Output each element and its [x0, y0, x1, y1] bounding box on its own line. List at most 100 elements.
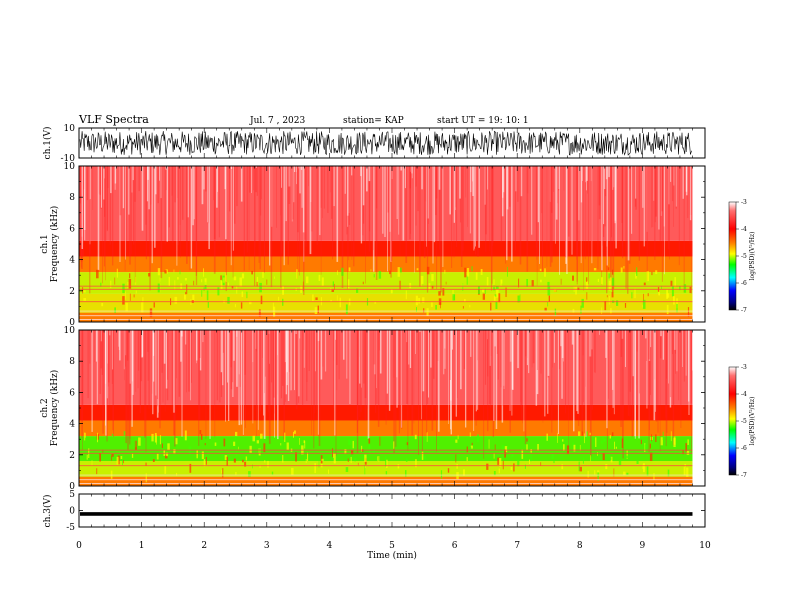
spectrogram-fleck	[614, 441, 615, 450]
spectrogram-streak	[106, 166, 108, 232]
spectrogram-streak	[255, 166, 257, 193]
spectrogram-fleck	[306, 276, 309, 284]
spectrogram-streak	[353, 166, 355, 267]
spectrogram-streak	[419, 166, 421, 287]
spectrogram-streak	[477, 166, 479, 257]
spectrogram-streak	[124, 166, 126, 271]
spectrogram-fleck	[582, 457, 584, 464]
spectrogram-streak	[437, 330, 440, 432]
spectrogram-streak	[131, 330, 133, 427]
spectrogram-streak	[561, 330, 563, 399]
spectrogram-streak	[531, 166, 533, 235]
spectrogram-streak	[299, 330, 301, 339]
spectrogram-streak	[145, 330, 147, 452]
spectrogram-streak	[692, 330, 694, 371]
spectrogram-streak	[511, 330, 513, 390]
spectrogram-streak	[612, 166, 614, 190]
spectrogram-streak	[159, 166, 160, 181]
spectrogram-fleck	[135, 277, 137, 285]
spectrogram-streak	[106, 330, 108, 399]
spectrogram-streak	[485, 166, 487, 252]
spectrogram-streak	[264, 166, 265, 273]
spectrogram-streak	[140, 330, 141, 410]
spectrogram-fleck	[133, 294, 135, 298]
spectrogram-streak	[81, 330, 83, 438]
spectrogram-streak	[127, 330, 129, 450]
spectrogram-fleck	[529, 459, 530, 464]
spectrogram-streak	[636, 330, 638, 412]
spectrogram-streak	[165, 330, 168, 389]
spectrogram-streak	[320, 166, 322, 208]
header-start-ut: start UT = 19: 10: 1	[437, 116, 529, 126]
spectrogram-streak	[577, 330, 579, 414]
spectrogram-streak	[314, 330, 316, 414]
spectrogram-fleck	[135, 290, 137, 294]
spectrogram-fleck	[488, 439, 490, 449]
spectrogram-streak	[346, 330, 348, 379]
spectrogram-fleck	[337, 270, 338, 276]
spectrogram-fleck	[249, 445, 252, 453]
spectrogram-streak	[621, 330, 624, 339]
spectrogram-fleck	[635, 273, 637, 279]
spectrogram-fleck	[502, 460, 504, 470]
spectrogram-streak	[171, 330, 173, 406]
spectrogram-streak	[230, 330, 232, 368]
spectrogram-streak	[491, 166, 493, 284]
spectrogram-streak	[160, 166, 163, 279]
spectrogram-streak	[209, 330, 211, 439]
spectrogram-streak	[521, 330, 522, 420]
spectrogram-streak	[125, 330, 126, 367]
spectrogram-streak	[675, 166, 677, 209]
spectrogram-streak	[489, 330, 492, 408]
spectrogram-streak	[264, 330, 266, 377]
spectrogram-fleck	[167, 443, 170, 451]
spectrogram-fleck	[165, 452, 169, 457]
spectrogram-streak	[627, 330, 630, 416]
spectrogram-fleck	[347, 458, 349, 462]
spectrogram-fleck	[438, 291, 441, 296]
figure-title: VLF Spectra	[78, 113, 149, 126]
spectrogram-fleck	[174, 280, 176, 291]
spectrogram-streak	[451, 330, 453, 350]
spectrogram-streak	[606, 166, 608, 266]
spectrogram-streak	[691, 330, 692, 454]
spectrogram-streak	[155, 330, 157, 396]
spectrogram-streak	[646, 330, 647, 361]
spectrogram-streak	[477, 330, 478, 361]
spectrogram-fleck	[601, 277, 603, 285]
spectrogram-fleck	[642, 464, 644, 470]
spectrogram-streak	[105, 166, 107, 242]
spectrogram-streak	[599, 330, 600, 335]
spectrogram-streak	[240, 166, 243, 202]
spectrogram-streak	[280, 330, 283, 399]
spectrogram-streak	[489, 330, 491, 404]
spectrogram-streak	[622, 330, 624, 459]
spectrogram-streak	[112, 330, 113, 370]
spectrogram-fleck	[331, 289, 334, 292]
spectrogram-streak	[149, 166, 151, 291]
spectrogram-streak	[177, 166, 179, 246]
spectrogram-fleck	[397, 464, 400, 469]
spectrogram-fleck	[482, 289, 484, 293]
spectrogram-streak	[101, 330, 103, 375]
spectrogram-streak	[213, 166, 214, 201]
spectrogram-streak	[660, 330, 662, 337]
spectrogram-fleck	[643, 282, 646, 286]
ch2-spectrogram-ylabel-frequency: Frequency (kHz)	[49, 370, 60, 447]
spectrogram-streak	[333, 330, 335, 361]
spectrogram-streak	[517, 330, 519, 369]
spectrogram-streak	[590, 166, 592, 182]
spectrogram-fleck	[505, 287, 507, 297]
ch2-colorbar-ticks: -3 -4 -5 -6 -7	[736, 364, 747, 479]
spectrogram-fleck	[597, 278, 599, 282]
spectrogram-fleck	[416, 268, 419, 271]
spectrogram-fleck	[263, 443, 266, 452]
spectrogram-fleck	[575, 286, 577, 295]
spectrogram-band	[79, 293, 693, 313]
spectrogram-fleck	[675, 445, 677, 454]
spectrogram-streak	[89, 330, 91, 364]
spectrogram-streak	[631, 330, 634, 437]
spectrogram-streak	[387, 166, 389, 213]
spectrogram-streak	[672, 330, 675, 446]
